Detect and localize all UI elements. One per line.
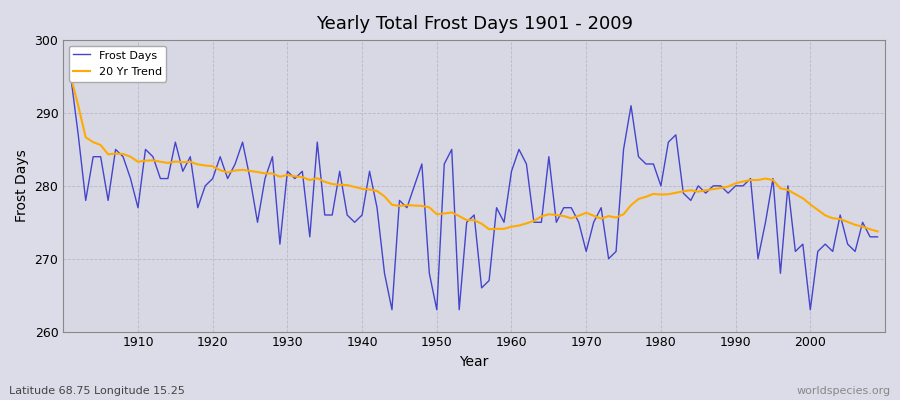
Line: Frost Days: Frost Days (71, 76, 878, 310)
Line: 20 Yr Trend: 20 Yr Trend (71, 76, 878, 231)
Frost Days (506, 169, 517, 174)
Frost Days (387, 307, 398, 312)
Title: Yearly Total Frost Days 1901 - 2009: Yearly Total Frost Days 1901 - 2009 (316, 15, 633, 33)
Frost Days (872, 234, 883, 239)
X-axis label: Year: Year (460, 355, 489, 369)
20 Yr Trend (506, 224, 517, 229)
20 Yr Trend (499, 226, 509, 231)
Y-axis label: Frost Days: Frost Days (15, 150, 29, 222)
Frost Days (125, 176, 136, 181)
Frost Days (514, 147, 525, 152)
20 Yr Trend (290, 174, 301, 179)
20 Yr Trend (596, 216, 607, 221)
20 Yr Trend (872, 229, 883, 234)
Frost Days (290, 176, 301, 181)
Legend: Frost Days, 20 Yr Trend: Frost Days, 20 Yr Trend (68, 46, 166, 82)
20 Yr Trend (66, 74, 77, 79)
20 Yr Trend (334, 182, 345, 187)
20 Yr Trend (125, 154, 136, 159)
Text: Latitude 68.75 Longitude 15.25: Latitude 68.75 Longitude 15.25 (9, 386, 184, 396)
Frost Days (66, 74, 77, 79)
Text: worldspecies.org: worldspecies.org (796, 386, 891, 396)
Frost Days (334, 169, 345, 174)
Frost Days (603, 256, 614, 261)
